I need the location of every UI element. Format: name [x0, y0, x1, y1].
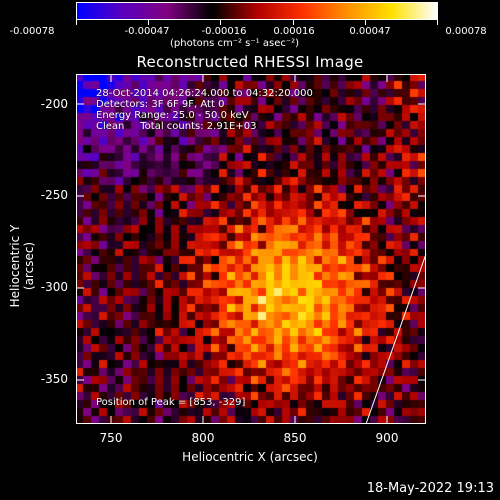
colorbar-units: (photons cm⁻² s⁻¹ asec⁻²) — [170, 38, 300, 49]
annotation-clean-counts: Clean Total counts: 2.91E+03 — [96, 121, 257, 132]
annotation-time-range: 28-Oct-2014 04:26:24.000 to 04:32:20.000 — [96, 88, 313, 99]
rhessi-image — [76, 74, 426, 424]
annotation-energy-range: Energy Range: 25.0 - 50.0 keV — [96, 110, 249, 121]
colorbar-tick-label: -0.00016 — [201, 26, 247, 37]
annotation-detectors: Detectors: 3F 6F 9F, Att 0 — [96, 99, 225, 110]
plot-frame — [76, 74, 426, 424]
solar-limb — [365, 253, 427, 425]
colorbar — [76, 2, 438, 20]
colorbar-tick-label: 0.00078 — [445, 26, 487, 37]
y-tick-label: -350 — [40, 372, 68, 386]
x-tick-label: 800 — [191, 431, 215, 445]
colorbar-tick-label: -0.00078 — [9, 26, 55, 37]
y-axis-label: Heliocentric Y (arcsec) — [8, 224, 36, 308]
y-tick-label: -300 — [40, 280, 68, 294]
plot-axes — [76, 74, 427, 425]
y-tick-label: -250 — [40, 188, 68, 202]
y-tick-label: -200 — [40, 97, 68, 111]
annotation-peak-position: Position of Peak = [853, -329] — [96, 397, 246, 408]
x-tick-label: 900 — [375, 431, 399, 445]
image-panel: 28-Oct-2014 04:26:24.000 to 04:32:20.000… — [76, 74, 427, 425]
plot-title: Reconstructed RHESSI Image — [136, 53, 364, 71]
colorbar-tick-label: -0.00047 — [124, 26, 170, 37]
footer-timestamp: 18-May-2022 19:13 — [366, 481, 494, 496]
x-tick-label: 850 — [283, 431, 307, 445]
x-tick-label: 750 — [99, 431, 123, 445]
colorbar-tick-label: 0.00047 — [349, 26, 391, 37]
x-axis-label: Heliocentric X (arcsec) — [182, 450, 318, 464]
colorbar-tick-label: 0.00016 — [273, 26, 315, 37]
colorbar-ticks — [76, 20, 438, 25]
